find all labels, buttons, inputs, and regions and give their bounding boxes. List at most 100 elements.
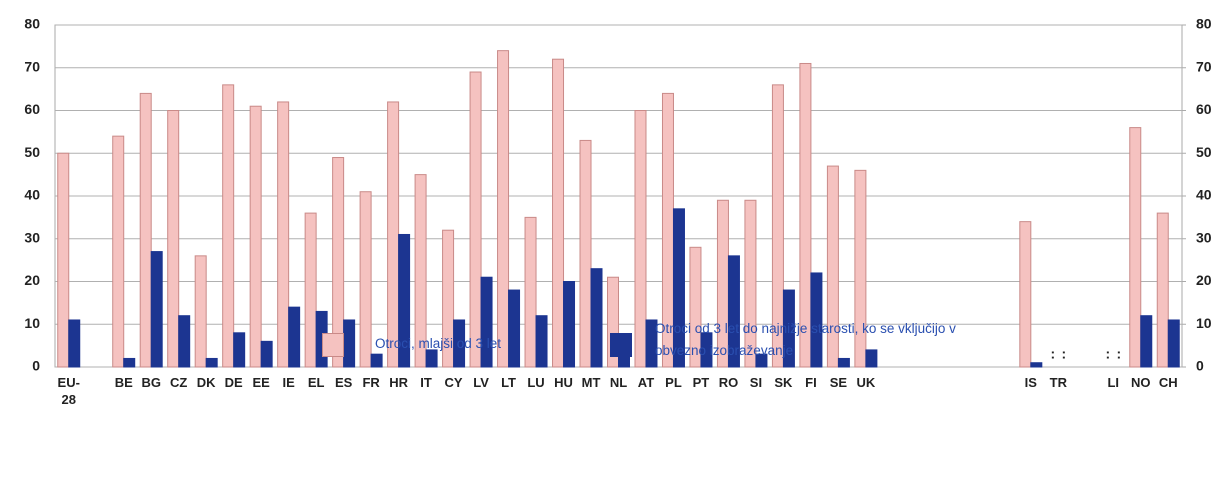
bar	[150, 251, 163, 368]
y-tick-label: 10	[24, 315, 40, 331]
bar	[579, 139, 592, 368]
x-tick-label: PL	[665, 375, 682, 390]
bar	[508, 289, 521, 368]
y-tick-label: 50	[24, 144, 40, 160]
bar	[689, 246, 702, 368]
y2-tick-label: 0	[1196, 358, 1204, 374]
bar	[370, 353, 383, 368]
y-tick-label: 20	[24, 272, 40, 288]
bar	[260, 340, 273, 368]
x-tick-label: UK	[856, 375, 876, 390]
x-tick-label: TR	[1049, 375, 1067, 390]
bar	[782, 289, 795, 368]
bar	[645, 319, 658, 368]
x-tick-label: LV	[473, 375, 489, 390]
x-tick-label: EU-28	[57, 375, 80, 407]
x-tick-label: SI	[749, 375, 763, 390]
y2-tick-label: 10	[1196, 315, 1212, 331]
bar	[563, 281, 576, 368]
bar	[854, 169, 867, 368]
y2-tick-label: 80	[1196, 16, 1212, 32]
bar	[453, 319, 466, 368]
bar	[123, 357, 136, 368]
x-tick-label: HU	[554, 375, 573, 390]
bar	[139, 92, 152, 368]
bar	[1129, 127, 1142, 368]
y-tick-label: 60	[24, 101, 40, 117]
x-tick-label: IS	[1024, 375, 1037, 390]
bar	[1140, 315, 1153, 368]
x-tick-label: SE	[829, 375, 848, 390]
bar	[1156, 212, 1169, 368]
x-tick-label: CZ	[170, 375, 188, 390]
bar	[249, 105, 262, 368]
value-label: :	[1116, 346, 1121, 362]
x-tick-label: LI	[1107, 375, 1120, 390]
bar	[865, 349, 878, 368]
value-label: :	[1061, 346, 1066, 362]
bar	[414, 174, 427, 368]
x-tick-label: PT	[692, 375, 710, 390]
bar	[288, 306, 301, 368]
y-tick-label: 80	[24, 16, 40, 32]
bar	[68, 319, 81, 368]
bar	[607, 276, 619, 368]
legend-label: Otroci od 3 let do najnižje starosti, ko…	[655, 321, 956, 358]
bar	[178, 315, 191, 368]
y2-tick-label: 70	[1196, 58, 1212, 74]
bar	[1019, 221, 1032, 368]
bar	[535, 315, 548, 368]
bar	[1167, 319, 1180, 368]
y2-tick-label: 50	[1196, 144, 1212, 160]
bar	[205, 357, 218, 368]
bar	[700, 332, 713, 368]
bar	[167, 110, 180, 368]
bar	[480, 276, 493, 368]
bar	[771, 84, 784, 368]
y-tick-label: 40	[24, 187, 40, 203]
bar	[524, 216, 537, 368]
bar	[552, 58, 565, 368]
x-tick-label: FR	[362, 375, 380, 390]
bar	[398, 233, 411, 368]
bar	[194, 255, 207, 368]
bar	[332, 157, 345, 368]
x-tick-label: AT	[637, 375, 655, 390]
legend-label: Otroci, mlajši od 3 let	[375, 336, 502, 351]
y2-tick-label: 60	[1196, 101, 1212, 117]
bar	[359, 191, 372, 368]
value-label: :	[1050, 346, 1055, 362]
x-tick-label: FI	[805, 375, 817, 390]
legend-swatch	[322, 333, 344, 357]
bar	[672, 208, 685, 368]
bar	[469, 71, 482, 368]
bar	[387, 101, 400, 368]
x-tick-label: EL	[307, 375, 325, 390]
bar	[442, 229, 455, 368]
x-tick-label: LU	[527, 375, 545, 390]
y2-tick-label: 30	[1196, 229, 1212, 245]
bar	[343, 319, 356, 368]
x-tick-label: DE	[224, 375, 243, 390]
bar	[222, 84, 235, 368]
x-tick-label: RO	[718, 375, 739, 390]
x-tick-label: MT	[581, 375, 601, 390]
bar	[826, 165, 839, 368]
x-tick-label: NL	[609, 375, 628, 390]
bar	[837, 357, 850, 368]
x-tick-label: CY	[444, 375, 463, 390]
bar	[755, 353, 768, 368]
y-tick-label: 70	[24, 58, 40, 74]
x-tick-label: NO	[1131, 375, 1151, 390]
x-tick-label: BE	[114, 375, 133, 390]
y2-tick-label: 40	[1196, 187, 1212, 203]
bar	[590, 268, 603, 368]
value-label: :	[1105, 346, 1110, 362]
bar	[1030, 362, 1043, 368]
bar	[810, 272, 823, 368]
bar	[727, 255, 740, 368]
y-tick-label: 30	[24, 229, 40, 245]
x-tick-label: IT	[420, 375, 432, 390]
bar	[112, 135, 125, 368]
